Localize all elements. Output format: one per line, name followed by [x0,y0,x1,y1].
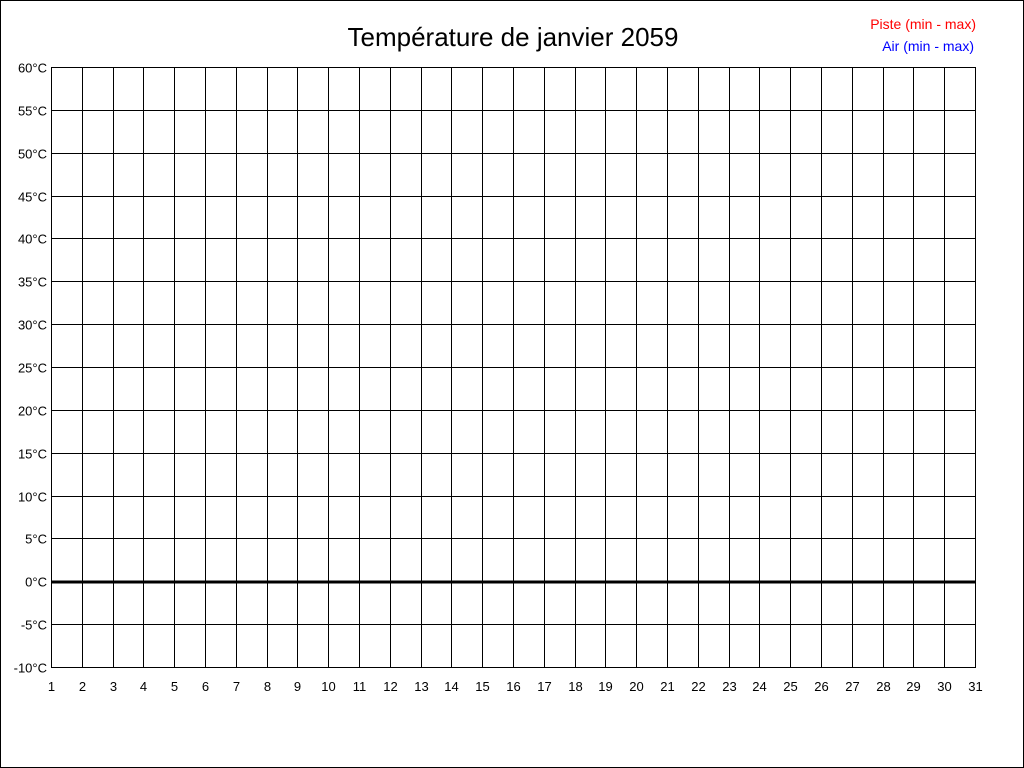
x-tick-label: 23 [722,679,736,694]
x-tick-label: 27 [845,679,859,694]
x-tick-label: 25 [783,679,797,694]
x-tick-label: 29 [906,679,920,694]
x-tick-label: 5 [171,679,178,694]
y-tick-label: 35°C [18,275,47,290]
legend-air: Air (min - max) [882,38,974,54]
x-tick-label: 30 [937,679,951,694]
x-tick-label: 17 [537,679,551,694]
y-tick-label: 45°C [18,190,47,205]
x-tick-label: 14 [444,679,458,694]
x-tick-label: 12 [383,679,397,694]
x-tick-label: 9 [294,679,301,694]
y-tick-label: 30°C [18,318,47,333]
x-tick-label: 20 [629,679,643,694]
y-tick-label: 55°C [18,104,47,119]
x-tick-label: 21 [660,679,674,694]
x-tick-label: 4 [140,679,147,694]
x-tick-label: 11 [353,679,367,694]
x-tick-label: 19 [598,679,612,694]
x-tick-label: 24 [752,679,766,694]
y-tick-label: -10°C [14,661,47,676]
x-tick-label: 28 [876,679,890,694]
grid [51,67,976,668]
x-tick-label: 15 [475,679,489,694]
legend-piste: Piste (min - max) [870,16,976,32]
x-tick-label: 16 [506,679,520,694]
y-tick-label: 25°C [18,361,47,376]
y-tick-label: 40°C [18,232,47,247]
x-tick-label: 2 [79,679,86,694]
x-tick-label: 1 [48,679,55,694]
y-axis-ticks: 60°C 55°C 50°C 45°C 40°C 35°C 30°C 25°C 20°C 15°C… [14,61,47,676]
x-tick-label: 3 [110,679,117,694]
x-tick-label: 22 [691,679,705,694]
x-tick-label: 26 [814,679,828,694]
y-tick-label: 50°C [18,147,47,162]
y-tick-label: 15°C [18,447,47,462]
x-tick-label: 6 [202,679,209,694]
y-tick-label: 60°C [18,61,47,76]
x-axis-ticks: 1 2 3 4 5 6 7 8 9 10 11 12 13 14 15 16 17 18 19 20 21 22 23 24 2… [48,679,983,694]
y-tick-label: 0°C [25,575,47,590]
y-tick-label: 20°C [18,404,47,419]
y-tick-label: 10°C [18,490,47,505]
x-tick-label: 18 [568,679,582,694]
x-tick-label: 8 [264,679,271,694]
x-tick-label: 13 [414,679,428,694]
y-tick-label: -5°C [21,618,47,633]
x-tick-label: 10 [321,679,335,694]
x-tick-label: 31 [968,679,982,694]
x-tick-label: 7 [233,679,240,694]
y-tick-label: 5°C [25,532,47,547]
chart-title: Température de janvier 2059 [348,22,679,52]
